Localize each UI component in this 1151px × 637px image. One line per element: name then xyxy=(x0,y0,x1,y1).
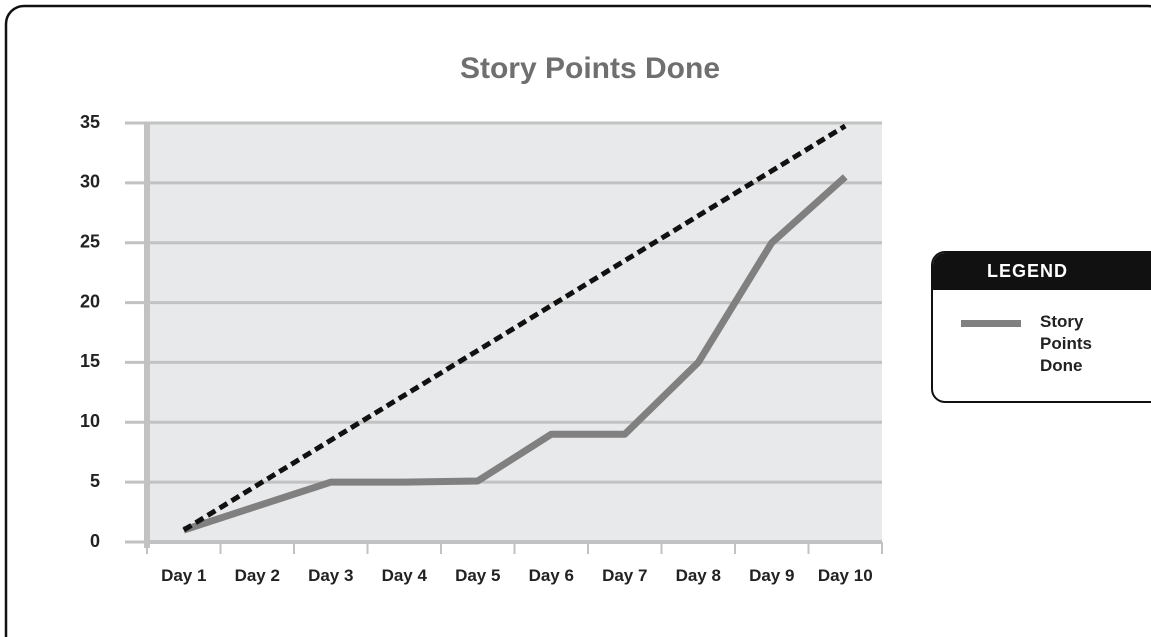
x-tick-label: Day 2 xyxy=(234,566,280,585)
x-tick-label: Day 5 xyxy=(455,566,501,585)
x-tick-label: Day 8 xyxy=(675,566,721,585)
x-tick-label: Day 3 xyxy=(308,566,354,585)
series-line xyxy=(182,123,847,533)
y-tick-label: 0 xyxy=(90,531,100,551)
x-tick-label: Day 6 xyxy=(528,566,574,585)
y-tick-label: 10 xyxy=(80,411,100,431)
chart-title: Story Points Done xyxy=(460,52,720,85)
x-tick-label: Day 10 xyxy=(817,566,873,585)
x-tick-label: Day 7 xyxy=(602,566,648,585)
y-tick-label: 15 xyxy=(80,351,100,371)
y-tick-label: 25 xyxy=(80,231,100,251)
y-tick-label: 30 xyxy=(80,172,100,192)
y-tick-label: 35 xyxy=(80,112,100,132)
legend-label: Story Points Done xyxy=(1040,312,1092,375)
legend-header: LEGEND xyxy=(933,253,1151,290)
x-tick-label: Day 1 xyxy=(161,566,207,585)
y-tick-label: 5 xyxy=(90,471,100,491)
y-tick-label: 20 xyxy=(80,291,100,311)
series-line xyxy=(182,174,848,534)
x-tick-label: Day 9 xyxy=(749,566,795,585)
legend: LEGEND Story Points Done xyxy=(931,251,1151,403)
y-axis xyxy=(144,123,150,548)
legend-swatch xyxy=(961,320,1021,327)
plot-area xyxy=(147,123,882,542)
x-tick-label: Day 4 xyxy=(381,566,427,585)
legend-item: Story Points Done xyxy=(933,311,1151,381)
